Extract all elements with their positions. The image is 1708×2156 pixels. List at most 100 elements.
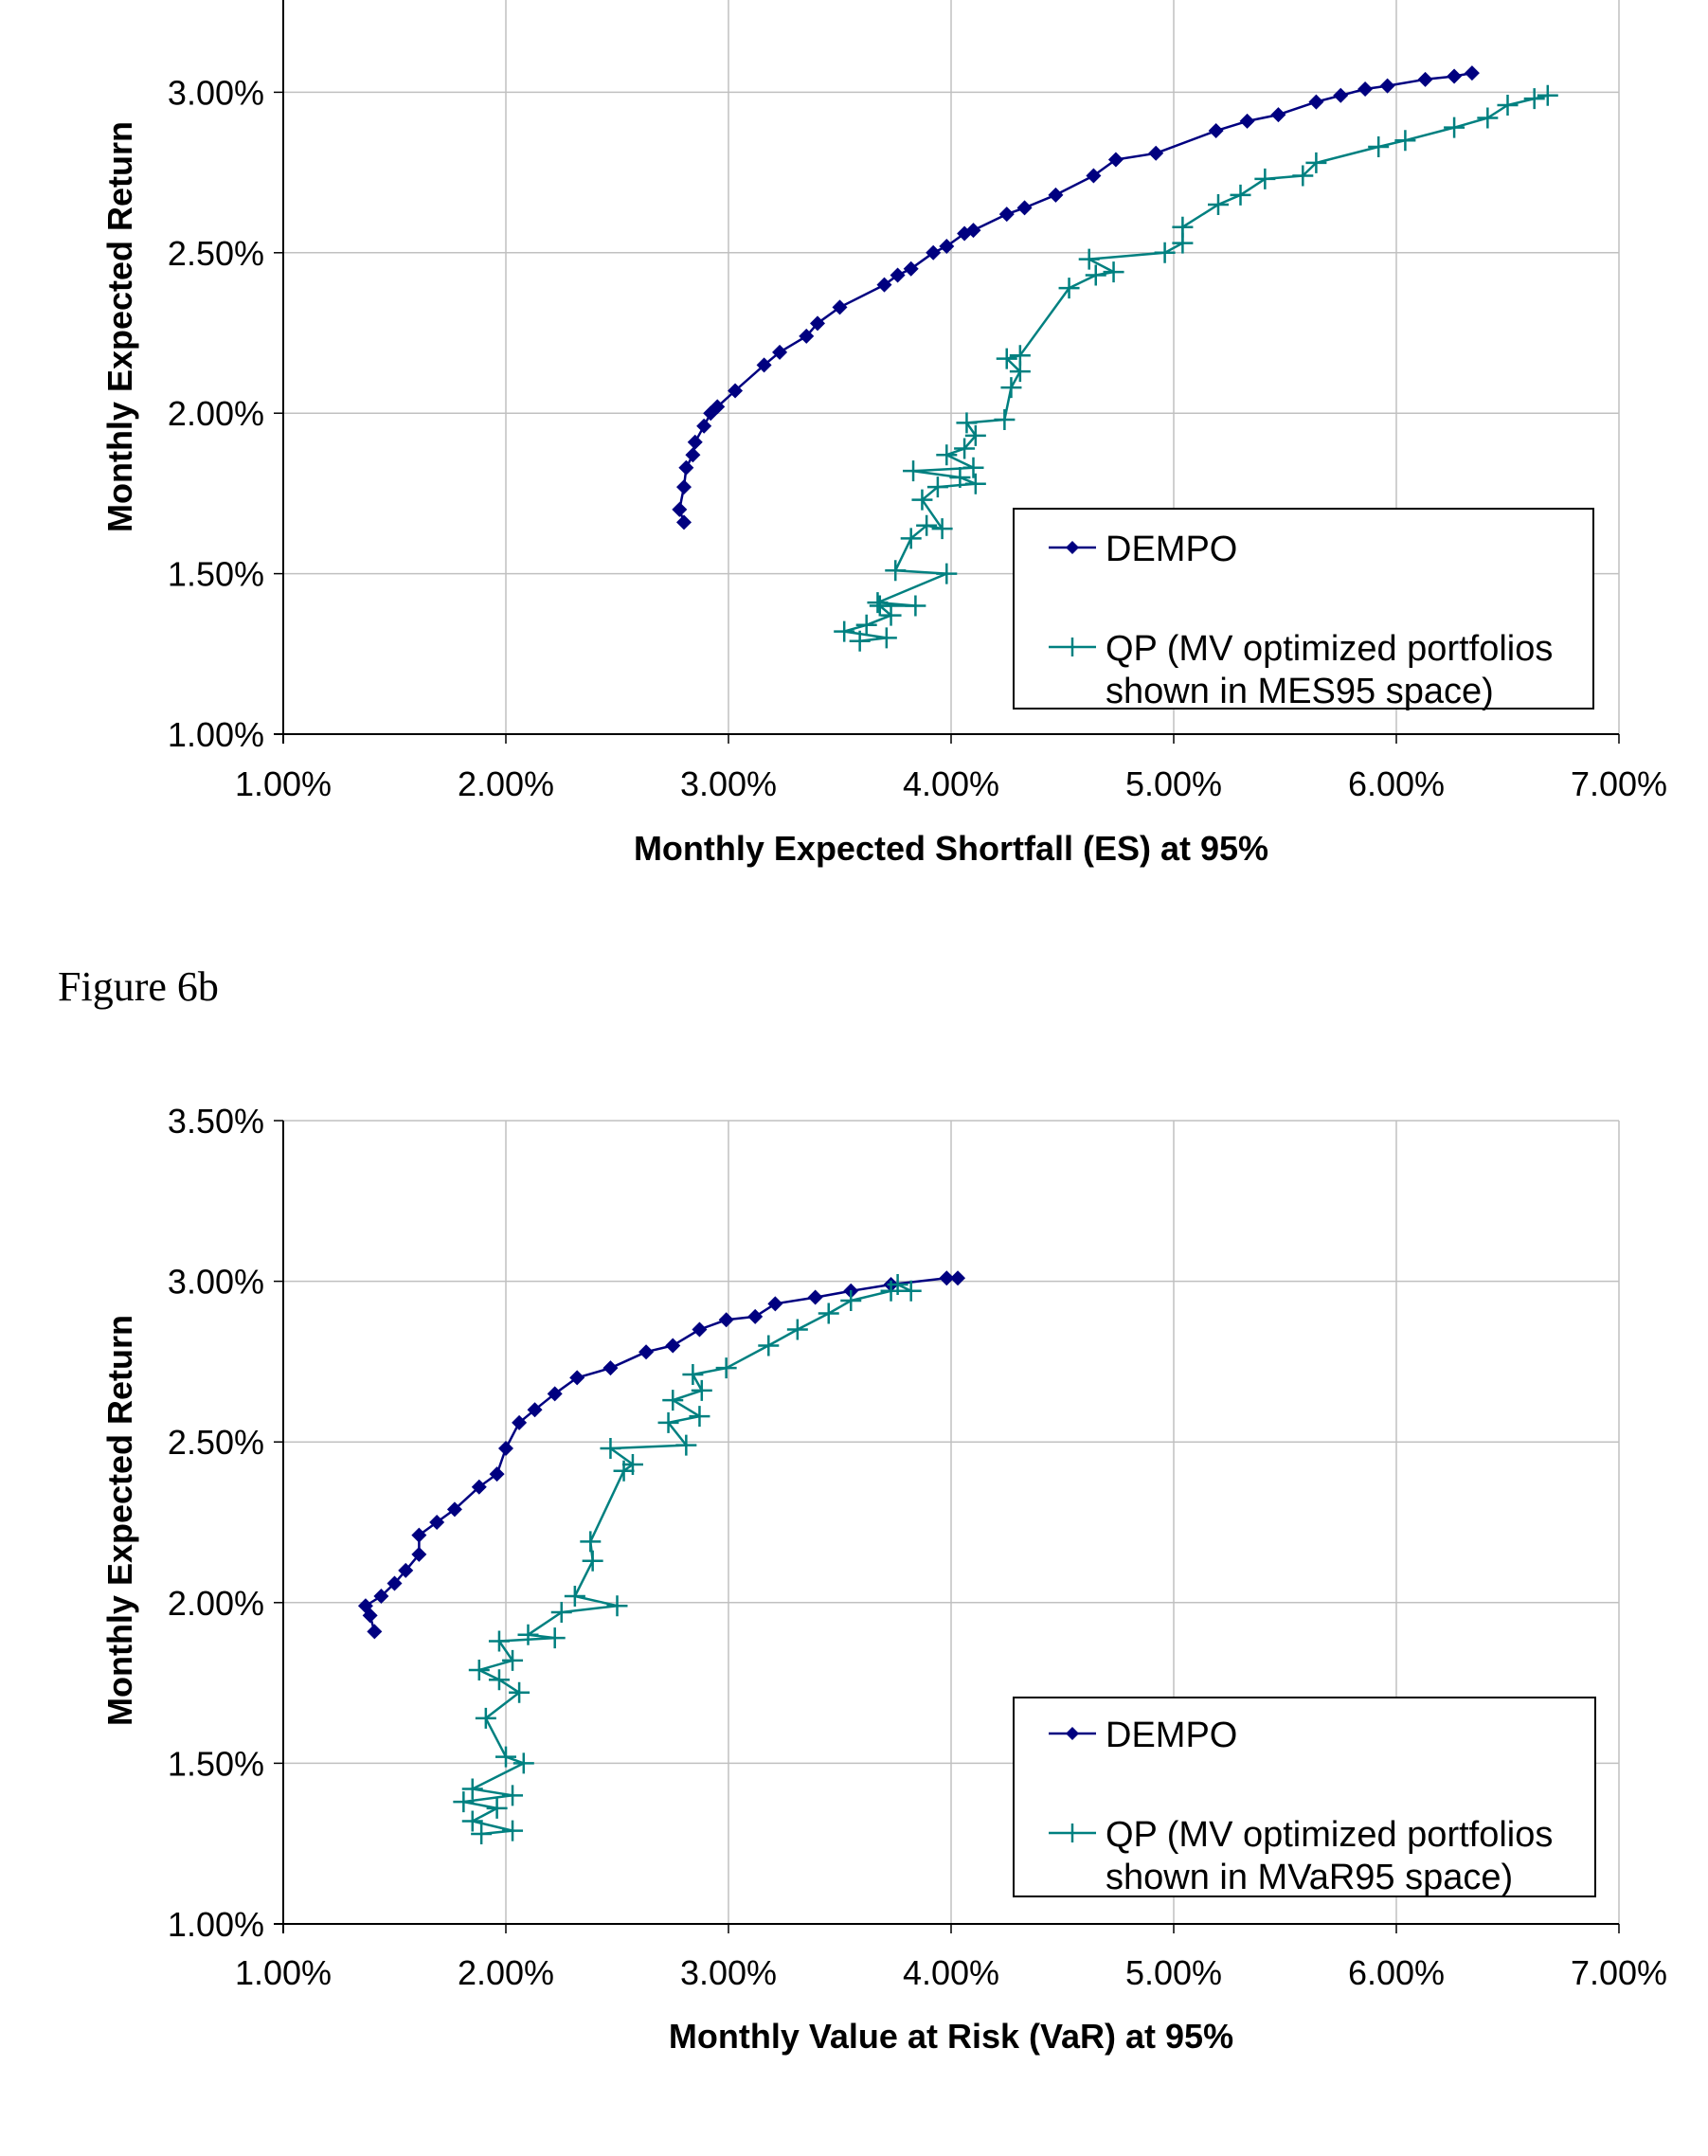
data-point-diamond	[890, 267, 906, 283]
data-point-plus	[1368, 135, 1390, 157]
data-point-diamond	[696, 418, 712, 434]
data-point-plus	[996, 348, 1017, 369]
x-axis-title: Monthly Expected Shortfall (ES) at 95%	[634, 829, 1268, 868]
legend-label-qp-line2: shown in MVaR95 space)	[1106, 1858, 1513, 1897]
x-tick-label: 6.00%	[1348, 1953, 1445, 1992]
data-point-plus	[657, 1411, 679, 1433]
data-point-diamond	[498, 1440, 513, 1456]
data-point-plus	[1394, 130, 1416, 152]
data-point-plus	[1444, 117, 1465, 138]
data-point-diamond	[1357, 81, 1374, 98]
plot-area	[357, 1270, 966, 1845]
data-point-diamond	[429, 1515, 445, 1530]
data-point-plus	[621, 1453, 643, 1475]
data-point-diamond	[965, 223, 981, 239]
data-point-plus	[916, 514, 938, 536]
data-point-diamond	[687, 434, 703, 450]
data-point-plus	[1078, 248, 1100, 270]
data-point-diamond	[398, 1562, 414, 1578]
data-point-plus	[962, 457, 984, 478]
x-tick-label: 3.00%	[680, 764, 777, 803]
data-point-diamond	[1308, 94, 1324, 110]
data-point-diamond	[678, 459, 694, 476]
data-point-diamond	[547, 1386, 563, 1402]
data-point-plus	[509, 1681, 530, 1703]
data-point-diamond	[676, 514, 692, 530]
data-point-plus	[875, 627, 897, 649]
data-point-diamond	[373, 1589, 389, 1605]
y-tick-label: 1.00%	[168, 1905, 264, 1944]
x-tick-label: 4.00%	[903, 764, 999, 803]
data-point-plus	[461, 1810, 483, 1832]
data-point-plus	[1305, 152, 1327, 173]
data-point-plus	[1208, 193, 1229, 215]
x-tick-label: 2.00%	[458, 764, 554, 803]
legend-box	[1013, 508, 1594, 710]
series-line	[364, 1276, 958, 1632]
data-point-plus	[502, 1649, 524, 1671]
legend-label-dempo: DEMPO	[1106, 1716, 1237, 1755]
data-point-diamond	[747, 1308, 764, 1324]
data-point-diamond	[1464, 65, 1480, 81]
legend-entry-dempo: DEMPO	[1049, 530, 1237, 569]
data-point-diamond	[767, 1296, 783, 1312]
y-tick-label: 3.00%	[168, 1263, 264, 1302]
data-point-diamond	[446, 1501, 462, 1518]
x-axis-title: Monthly Value at Risk (VaR) at 95%	[669, 2017, 1233, 2056]
data-point-plus	[453, 1791, 475, 1813]
data-point-plus	[867, 592, 889, 614]
data-point-plus	[818, 1303, 839, 1324]
data-point-plus	[869, 595, 890, 617]
data-point-plus	[715, 1357, 737, 1379]
series-qp	[834, 84, 1558, 652]
data-point-diamond	[939, 239, 955, 255]
data-point-plus	[900, 1280, 922, 1302]
series-qp	[453, 1273, 922, 1845]
data-point-plus	[1254, 168, 1276, 189]
legend-box	[1013, 1697, 1596, 1897]
data-point-diamond	[903, 261, 919, 277]
data-point-plus	[502, 1820, 524, 1842]
x-tick-label: 1.00%	[235, 1953, 332, 1992]
data-point-plus	[1537, 84, 1558, 106]
data-point-diamond	[676, 479, 692, 495]
data-point-diamond	[1333, 87, 1349, 103]
data-point-diamond	[1417, 71, 1433, 87]
data-point-diamond	[1379, 78, 1395, 94]
data-point-plus	[911, 489, 933, 511]
data-point-plus	[1230, 184, 1251, 206]
y-tick-label: 2.50%	[168, 1423, 264, 1462]
data-point-diamond	[638, 1344, 655, 1360]
data-point-plus	[1477, 107, 1499, 129]
data-point-diamond	[1107, 152, 1124, 168]
data-point-diamond	[1086, 168, 1102, 184]
y-tick-label: 1.50%	[168, 1744, 264, 1783]
data-point-diamond	[1016, 200, 1033, 216]
data-point-plus	[954, 438, 976, 459]
data-point-plus	[689, 1406, 710, 1428]
x-tick-label: 7.00%	[1571, 764, 1667, 803]
y-tick-label: 1.00%	[168, 715, 264, 754]
y-tick-label: 3.50%	[168, 1102, 264, 1141]
x-tick-label: 7.00%	[1571, 1953, 1667, 1992]
data-point-plus	[1103, 261, 1124, 283]
x-tick-label: 5.00%	[1125, 764, 1222, 803]
data-point-plus	[564, 1586, 585, 1608]
data-point-diamond	[807, 1289, 823, 1305]
x-tick-label: 6.00%	[1348, 764, 1445, 803]
data-point-diamond	[665, 1338, 681, 1354]
data-point-plus	[1058, 278, 1080, 299]
data-point-diamond	[602, 1360, 619, 1376]
chart-fig6b: 1.00% 2.00% 3.00% 4.00% 5.00% 6.00% 7.00% 1.00%…	[100, 1102, 1667, 2056]
data-point-diamond	[367, 1624, 383, 1640]
data-point-plus	[994, 408, 1016, 430]
data-point-diamond	[756, 357, 772, 373]
data-point-plus	[550, 1601, 572, 1623]
series-dempo	[672, 65, 1480, 530]
data-point-diamond	[876, 277, 892, 293]
data-point-plus	[849, 630, 871, 652]
data-point-diamond	[998, 207, 1015, 223]
data-point-plus	[461, 1778, 483, 1800]
